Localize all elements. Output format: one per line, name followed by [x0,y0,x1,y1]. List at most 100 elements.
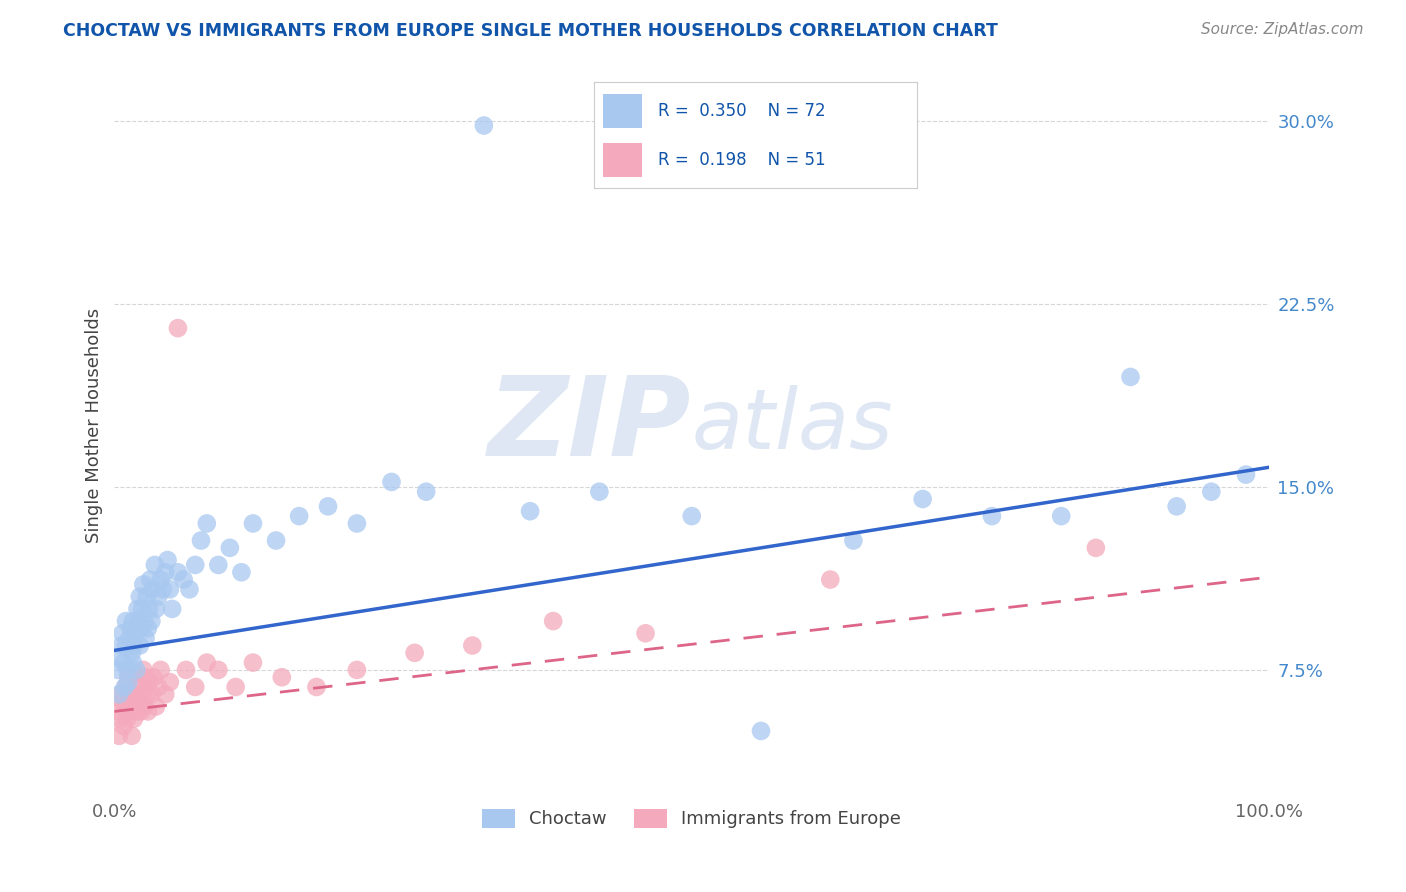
Point [125,663,148,677]
Point [127,705,149,719]
Point [136,621,159,635]
Point [160,602,183,616]
Point [195,656,218,670]
Point [981,509,1004,524]
Point [132,663,155,677]
Point [911,491,934,506]
Point [588,484,610,499]
Point [108,729,131,743]
Point [128,695,150,709]
Point [125,687,148,701]
Point [120,687,142,701]
Point [122,699,145,714]
Point [415,484,437,499]
Text: ZIP: ZIP [488,372,692,479]
Point [1166,500,1188,514]
Point [346,516,368,531]
Point [112,656,135,670]
Point [1050,509,1073,524]
Point [174,663,197,677]
Point [541,614,564,628]
Y-axis label: Single Mother Households: Single Mother Households [86,309,103,543]
Point [167,566,190,580]
Point [131,602,153,616]
Point [155,566,177,580]
Point [127,602,149,616]
Point [107,705,129,719]
Point [1084,541,1107,555]
Point [145,602,167,616]
Point [115,639,138,653]
Point [681,509,703,524]
Point [143,558,166,572]
Point [141,614,163,628]
Point [316,500,339,514]
Text: Source: ZipAtlas.com: Source: ZipAtlas.com [1201,22,1364,37]
Point [128,614,150,628]
Point [145,699,167,714]
Point [135,590,157,604]
Point [155,687,177,701]
Point [122,614,145,628]
Point [129,621,152,635]
Point [124,675,146,690]
Point [1234,467,1257,482]
Point [148,590,170,604]
Point [117,670,139,684]
Point [159,582,181,597]
Point [149,663,172,677]
Point [152,582,174,597]
Point [107,663,129,677]
Point [135,631,157,645]
Point [110,687,132,701]
Point [111,695,134,709]
Point [218,541,240,555]
Point [136,705,159,719]
Point [124,626,146,640]
Point [121,729,143,743]
Point [190,533,212,548]
Point [159,675,181,690]
Point [108,712,131,726]
Point [225,680,247,694]
Point [114,680,136,694]
Point [118,631,141,645]
Point [156,553,179,567]
Point [115,712,138,726]
Point [139,573,162,587]
Text: atlas: atlas [692,385,893,467]
Point [138,602,160,616]
Point [264,533,287,548]
Point [242,656,264,670]
Point [120,621,142,635]
Point [110,639,132,653]
Point [149,573,172,587]
Point [131,687,153,701]
Point [118,705,141,719]
Point [111,626,134,640]
Point [112,719,135,733]
Point [167,321,190,335]
Point [231,566,253,580]
Point [820,573,842,587]
Point [207,663,229,677]
Point [842,533,865,548]
Point [129,705,152,719]
Point [519,504,541,518]
Point [195,516,218,531]
Point [184,680,207,694]
Point [135,670,157,684]
Point [122,656,145,670]
Point [404,646,426,660]
Point [128,590,150,604]
Text: CHOCTAW VS IMMIGRANTS FROM EUROPE SINGLE MOTHER HOUSEHOLDS CORRELATION CHART: CHOCTAW VS IMMIGRANTS FROM EUROPE SINGLE… [63,22,998,40]
Point [122,639,145,653]
Point [115,663,138,677]
Point [128,680,150,694]
Point [148,680,170,694]
Point [1119,370,1142,384]
Point [270,670,292,684]
Point [141,687,163,701]
Point [121,646,143,660]
Point [117,675,139,690]
